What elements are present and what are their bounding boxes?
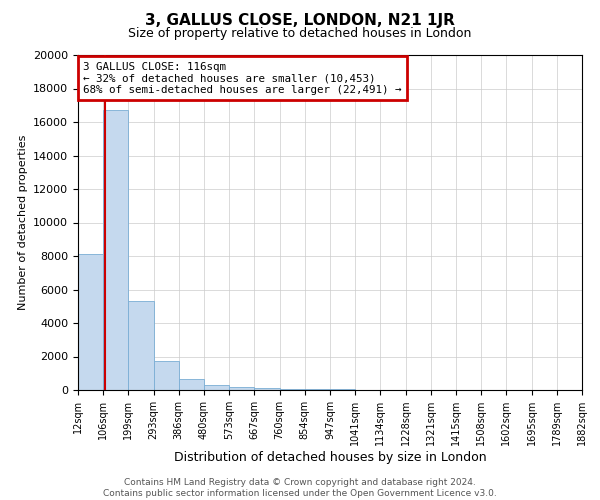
- Bar: [179, 379, 204, 390]
- Text: 3, GALLUS CLOSE, LONDON, N21 1JR: 3, GALLUS CLOSE, LONDON, N21 1JR: [145, 12, 455, 28]
- Bar: [103, 110, 128, 390]
- Bar: [154, 360, 179, 390]
- Bar: [229, 388, 254, 390]
- Y-axis label: Number of detached properties: Number of detached properties: [17, 135, 28, 310]
- Bar: [128, 301, 154, 390]
- Bar: [280, 389, 305, 390]
- Bar: [78, 254, 103, 390]
- Bar: [305, 389, 330, 390]
- Text: Contains HM Land Registry data © Crown copyright and database right 2024.
Contai: Contains HM Land Registry data © Crown c…: [103, 478, 497, 498]
- Text: Size of property relative to detached houses in London: Size of property relative to detached ho…: [128, 28, 472, 40]
- Bar: [204, 385, 229, 390]
- Bar: [254, 388, 280, 390]
- Text: 3 GALLUS CLOSE: 116sqm
← 32% of detached houses are smaller (10,453)
68% of semi: 3 GALLUS CLOSE: 116sqm ← 32% of detached…: [83, 62, 401, 95]
- X-axis label: Distribution of detached houses by size in London: Distribution of detached houses by size …: [173, 451, 487, 464]
